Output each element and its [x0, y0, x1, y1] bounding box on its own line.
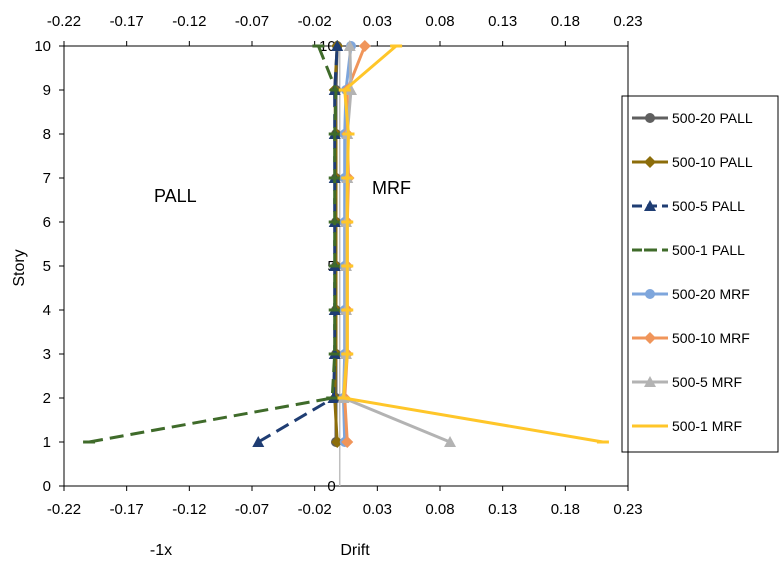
x-tick-label-bottom: -0.22: [47, 501, 81, 518]
data-point-diamond: [331, 436, 344, 448]
legend-label: 500-20 PALL: [672, 110, 753, 126]
y-tick-label: 3: [43, 346, 51, 363]
x-axis-title: Drift: [340, 542, 370, 559]
legend-entry: 500-5 PALL: [632, 198, 745, 214]
x-tick-label-top: 0.08: [425, 13, 454, 30]
series-line: [342, 44, 604, 444]
data-point-triangle: [331, 40, 344, 51]
x-tick-label-top: -0.22: [47, 13, 81, 30]
x-tick-label-bottom: 0.18: [551, 501, 580, 518]
axes-group: -0.22 -0.22 -0.17 -0.17 -0.12 -0.12 -0.07 -0.07…: [34, 13, 642, 518]
y-tick-label: 6: [43, 214, 51, 231]
series-group: [83, 40, 609, 448]
x-left-note: -1x: [150, 542, 172, 559]
center-axis-label: 0: [327, 478, 335, 495]
legend: 500-20 PALL 500-10 PALL 500-5 PALL 500-1 PA…: [621, 95, 779, 453]
y-tick-label: 5: [43, 258, 51, 275]
legend-label: 500-20 MRF: [672, 286, 750, 302]
data-point-diamond: [341, 436, 354, 448]
y-tick-label: 9: [43, 82, 51, 99]
data-point-triangle: [343, 40, 356, 51]
series-500-5-mrf: [337, 40, 457, 447]
data-point-diamond: [644, 156, 656, 168]
x-tick-label-bottom: -0.07: [235, 501, 269, 518]
series-500-5-pall: [252, 40, 344, 447]
legend-entry: 500-1 PALL: [632, 242, 745, 258]
region-label-mrf: MRF: [372, 178, 411, 198]
x-tick-label-top: -0.12: [172, 13, 206, 30]
x-tick-label-bottom: -0.17: [110, 501, 144, 518]
y-tick-label: 0: [43, 478, 51, 495]
legend-entry: 500-1 MRF: [632, 418, 742, 434]
legend-entry: 500-10 MRF: [632, 330, 750, 346]
x-tick-label-bottom: 0.23: [613, 501, 642, 518]
x-tick-label-bottom: 0.03: [363, 501, 392, 518]
legend-label: 500-10 PALL: [672, 154, 753, 170]
series-line: [88, 45, 338, 444]
legend-frame: [621, 95, 779, 453]
x-tick-label-top: 0.03: [363, 13, 392, 30]
x-tick-label-top: -0.02: [298, 13, 332, 30]
data-point-circle: [645, 113, 655, 123]
series-500-1-pall: [83, 44, 342, 444]
legend-label: 500-1 PALL: [672, 242, 745, 258]
data-point-circle: [645, 289, 655, 299]
y-tick-label: 8: [43, 126, 51, 143]
data-point-diamond: [644, 332, 656, 344]
data-point-triangle: [345, 84, 358, 95]
x-tick-label-top: -0.07: [235, 13, 269, 30]
series-line: [342, 45, 451, 444]
legend-label: 500-5 MRF: [672, 374, 742, 390]
labels-group: PALL MRF Drift -1x Story: [11, 178, 411, 559]
data-point-triangle: [644, 200, 656, 211]
y-tick-label: 10: [34, 38, 51, 55]
x-tick-label-top: 0.23: [613, 13, 642, 30]
legend-label: 500-5 PALL: [672, 198, 745, 214]
data-point-triangle: [252, 436, 265, 447]
x-tick-label-bottom: -0.02: [298, 501, 332, 518]
region-label-pall: PALL: [154, 186, 197, 206]
series-500-1-mrf: [337, 44, 609, 444]
legend-label: 500-1 MRF: [672, 418, 742, 434]
x-tick-label-top: 0.13: [488, 13, 517, 30]
data-point-triangle: [444, 436, 457, 447]
legend-entry: 500-20 PALL: [632, 110, 753, 126]
legend-label: 500-10 MRF: [672, 330, 750, 346]
y-tick-label: 7: [43, 170, 51, 187]
y-axis-title: Story: [11, 249, 28, 286]
x-tick-label-bottom: 0.13: [488, 501, 517, 518]
x-tick-label-top: 0.18: [551, 13, 580, 30]
y-tick-label: 2: [43, 390, 51, 407]
legend-entry: 500-5 MRF: [632, 374, 742, 390]
x-tick-label-bottom: 0.08: [425, 501, 454, 518]
y-tick-label: 4: [43, 302, 51, 319]
x-tick-label-top: -0.17: [110, 13, 144, 30]
data-point-triangle: [644, 376, 656, 387]
data-point-diamond: [358, 40, 371, 52]
legend-entry: 500-20 MRF: [632, 286, 750, 302]
legend-entry: 500-10 PALL: [632, 154, 753, 170]
series-line: [257, 45, 339, 444]
x-tick-label-bottom: -0.12: [172, 501, 206, 518]
y-tick-label: 1: [43, 434, 51, 451]
